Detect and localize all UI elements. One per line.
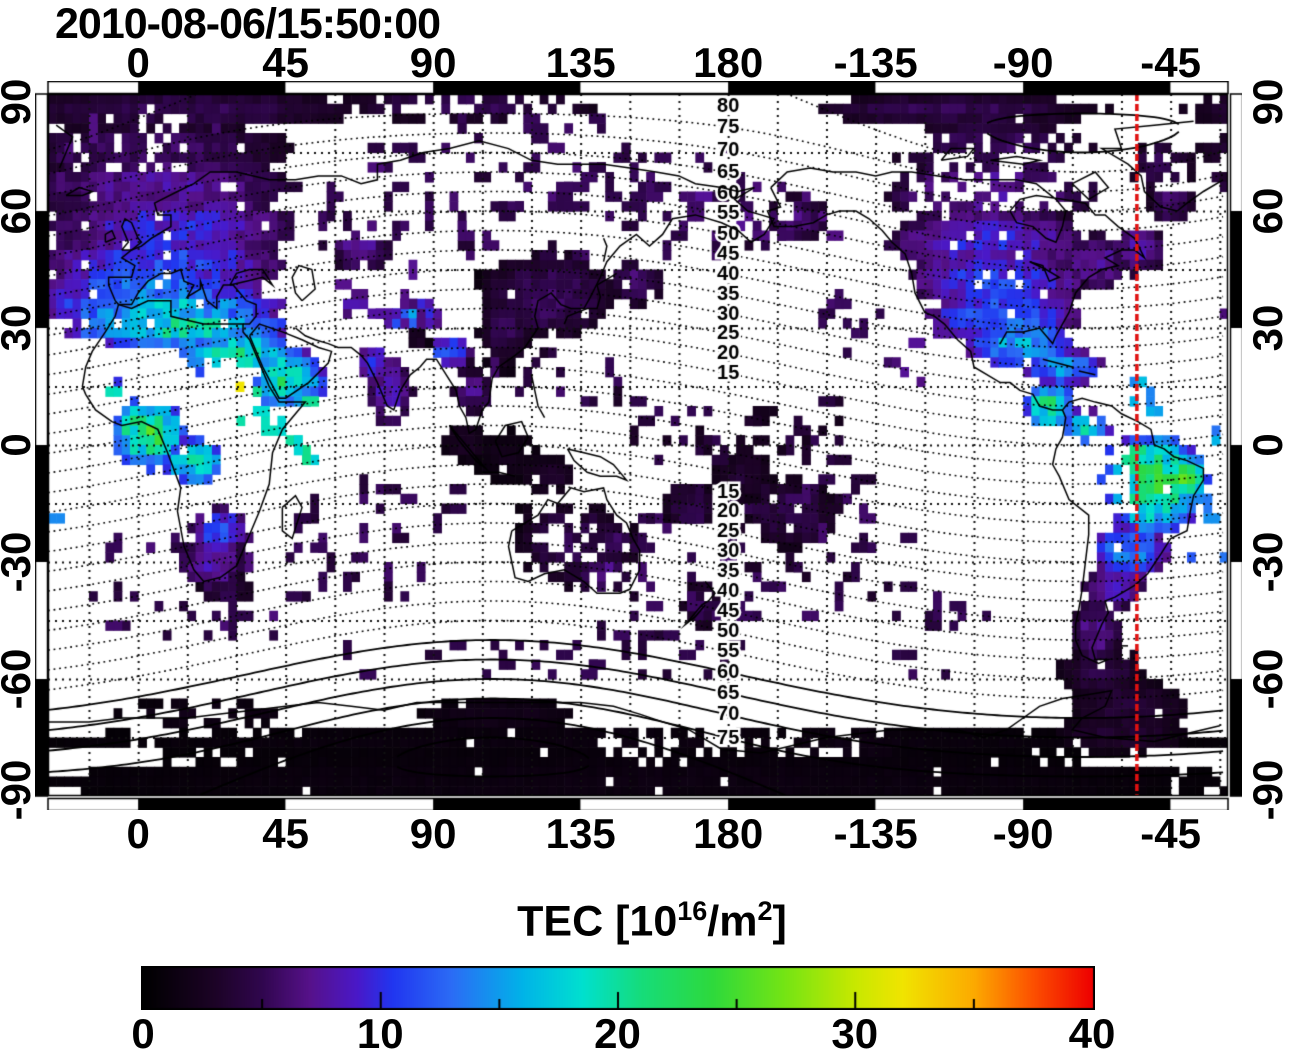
lat-tick-right: -90 — [1244, 759, 1291, 821]
lon-tick-bottom: 90 — [409, 810, 457, 857]
colorbar-title-exponent: 16 — [677, 896, 708, 926]
world-tec-map-canvas — [35, 81, 1242, 810]
lon-tick-bottom: 180 — [693, 810, 764, 857]
lat-tick-right: -60 — [1244, 648, 1291, 710]
colorbar-title-pre: TEC [10 — [517, 897, 678, 946]
lon-tick-bottom: -90 — [992, 810, 1054, 857]
lat-tick-right: -30 — [1244, 531, 1291, 593]
lon-tick-top: -90 — [992, 39, 1054, 86]
plot-title: 2010-08-06/15:50:00 — [55, 0, 441, 48]
lat-tick-left: 60 — [0, 187, 39, 235]
colorbar-title-exponent2: 2 — [757, 896, 773, 926]
lat-tick-left: -60 — [0, 648, 39, 710]
lat-tick-left: 30 — [0, 304, 39, 352]
lon-tick-top: -45 — [1140, 39, 1201, 86]
lon-tick-bottom: -135 — [833, 810, 918, 857]
colorbar-tick-label: 10 — [356, 1010, 404, 1057]
colorbar-title-mid: /m — [707, 897, 758, 946]
colorbar-canvas — [141, 966, 1095, 1010]
lat-tick-left: -30 — [0, 531, 39, 593]
lat-tick-left: 90 — [0, 78, 39, 126]
colorbar-tick-label: 20 — [594, 1010, 641, 1057]
lat-tick-right: 60 — [1244, 187, 1291, 235]
lon-tick-top: -135 — [833, 39, 918, 86]
colorbar-title-post: ] — [772, 897, 787, 946]
lon-tick-bottom: 45 — [262, 810, 309, 857]
lon-tick-top: 180 — [693, 39, 764, 86]
lon-tick-top: 90 — [409, 39, 457, 86]
lon-tick-bottom: 135 — [545, 810, 616, 857]
lat-tick-right: 90 — [1244, 78, 1291, 126]
colorbar-tick-label: 30 — [831, 1010, 879, 1057]
lat-tick-left: 0 — [0, 433, 39, 456]
colorbar-title: TEC [1016/m2] — [517, 896, 787, 946]
lon-tick-bottom: -45 — [1140, 810, 1201, 857]
lon-tick-bottom: 0 — [126, 810, 150, 857]
lat-tick-right: 30 — [1244, 304, 1291, 352]
lon-tick-top: 0 — [126, 39, 150, 86]
colorbar-tick-label: 0 — [131, 1010, 155, 1057]
colorbar-tick-label: 40 — [1068, 1010, 1116, 1057]
lat-tick-left: -90 — [0, 759, 39, 821]
lon-tick-top: 135 — [545, 39, 616, 86]
lat-tick-right: 0 — [1244, 433, 1291, 457]
lon-tick-top: 45 — [262, 39, 309, 86]
